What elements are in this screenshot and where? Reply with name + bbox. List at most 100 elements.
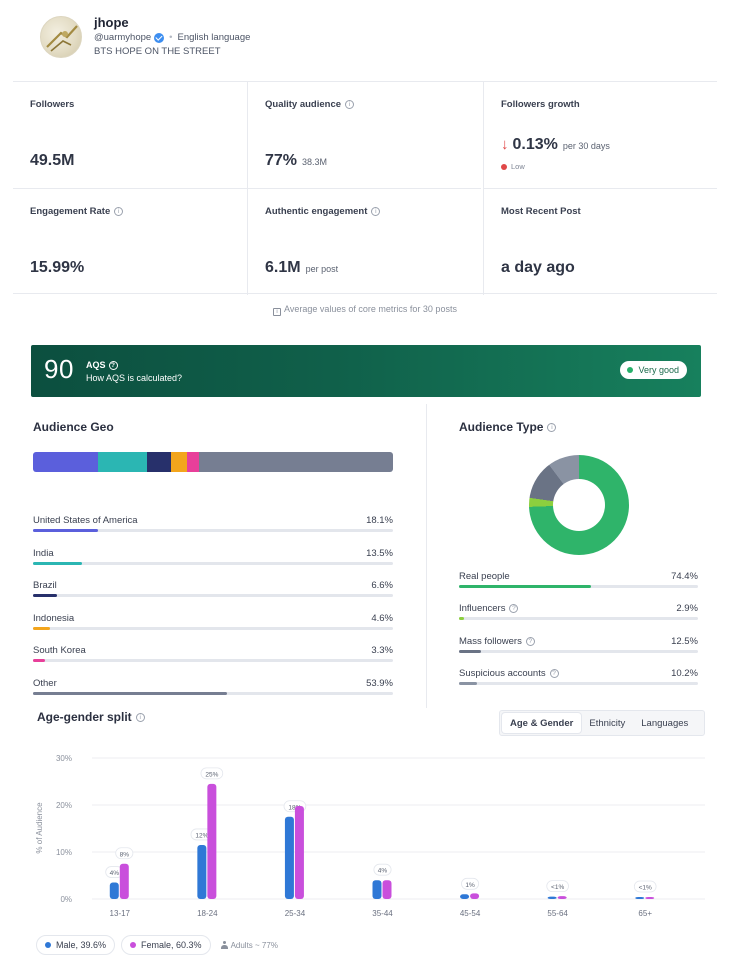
bar-male [109,882,119,899]
bar-label-bg [461,877,480,890]
audience-geo-stacked-bar [33,452,393,472]
metric-label: Followers [30,99,75,110]
geo-fill [33,659,45,662]
metric-value: 6.1M per post [265,259,338,277]
geo-bar-segment [198,452,393,472]
geo-country: India [33,548,54,559]
tab-languages[interactable]: Languages [641,717,689,729]
bar-female [557,896,567,899]
legend-male-label: Male, 39.6% [56,940,107,950]
help-icon[interactable]: ? [108,360,118,370]
bar-female [645,897,655,899]
arrow-down-icon: ↓ [501,136,509,153]
geo-fill [33,692,228,695]
tab-age-gender[interactable]: Age & Gender [502,713,582,733]
geo-country: Indonesia [33,613,75,624]
info-icon[interactable]: i [114,207,124,216]
metrics-grid: Followers 49.5M Quality audience i 77% 3… [13,81,717,295]
info-square-icon: i [273,308,282,316]
profile-handle[interactable]: @uarmyhope [94,32,152,43]
info-icon[interactable]: i [135,712,145,722]
bar-male [460,894,470,899]
audience-type-name: Suspicious accounts [459,668,546,679]
aqs-title: AQS ? [86,360,118,370]
bar-value-label: 1% [465,882,475,889]
info-icon[interactable]: ? [509,604,519,613]
separator-dot: • [169,32,173,43]
profile-name: jhope [94,15,129,30]
aqs-how-link[interactable]: How AQS is calculated? [86,373,183,383]
geo-track [33,659,393,662]
metric-label-text: Quality audience [265,99,342,110]
geo-row: Indonesia 4.6% [33,613,393,630]
legend-female[interactable]: Female, 60.3% [121,935,211,955]
bar-value-label: 12% [195,832,208,839]
audience-type-percent: 10.2% [671,668,698,679]
person-icon [220,941,228,949]
bar-value-label: <1% [551,884,564,891]
audience-type-donut [529,455,629,555]
followers-growth-sub: per 30 days [562,141,610,151]
geo-fill [33,627,50,630]
x-tick-label: 13-17 [110,909,131,918]
status-dot-icon [501,163,507,170]
growth-status-label: Low [511,162,525,171]
metric-label: Followers growth [501,99,580,110]
audience-type-percent: 2.9% [676,603,698,614]
geo-country: Brazil [33,580,57,591]
quality-audience-value: 77% [265,152,298,169]
audience-geo-title: Audience Geo [33,420,114,434]
info-icon[interactable]: i [345,100,355,109]
bar-label-bg [200,767,224,780]
audience-type-track [459,585,698,588]
authentic-engagement-value: 6.1M [265,259,301,276]
audience-type-percent: 12.5% [671,636,698,647]
audience-type-percent: 74.4% [671,571,698,582]
age-gender-chart: 0% 10% 20% 30% % of Audience 4% 8% 13-17 12% 25% 1… [35,754,705,918]
bar-value-label: <1% [639,885,652,892]
info-icon[interactable]: i [547,422,557,432]
metric-label: Engagement Rate i [30,206,247,217]
x-tick-label: 35-44 [372,909,393,918]
geo-bar-segment [98,452,147,472]
audience-type-fill [459,650,482,653]
geo-bar-segment [170,452,188,472]
audience-type-name: Influencers [459,603,506,614]
metric-label: Authentic engagement i [265,206,481,217]
bar-female [470,893,480,899]
x-tick-label: 25-34 [285,909,306,918]
info-icon[interactable]: i [371,207,381,216]
growth-status: Low [501,162,525,171]
audience-type-fill [459,617,465,620]
audience-type-row: Mass followers? 12.5% [459,636,698,653]
geo-percent: 53.9% [366,678,393,689]
geo-row: South Korea 3.3% [33,645,393,662]
profile-header: jhope @uarmyhope • English language BTS … [40,14,700,64]
bar-value-label: 8% [120,851,130,858]
bar-male [197,844,207,899]
avatar[interactable] [40,16,82,58]
legend-male[interactable]: Male, 39.6% [36,935,116,955]
metric-authentic-engagement: Authentic engagement i 6.1M per post [247,188,481,295]
metric-label: Quality audience i [265,99,481,110]
bar-female [382,880,392,899]
geo-percent: 3.3% [371,645,393,656]
audience-type-row: Real people 74.4% [459,571,698,588]
geo-row: India 13.5% [33,548,393,565]
x-tick-label: 65+ [638,909,652,918]
age-gender-legend: Male, 39.6% Female, 60.3% Adults ~ 77% [36,935,278,955]
metric-value: 77% 38.3M [265,152,327,170]
y-axis-label: % of Audience [35,802,44,854]
geo-row: Brazil 6.6% [33,580,393,597]
info-icon[interactable]: ? [549,669,559,678]
info-icon[interactable]: ? [525,637,535,646]
geo-track [33,594,393,597]
geo-country: South Korea [33,645,86,656]
metric-value: 15.99% [30,259,84,277]
profile-language: English language [177,32,251,43]
geo-percent: 4.6% [371,613,393,624]
audience-type-label: Real people [459,571,510,582]
audience-type-title: Audience Type i [459,420,557,434]
bar-female [207,783,217,899]
tab-ethnicity[interactable]: Ethnicity [589,717,626,729]
